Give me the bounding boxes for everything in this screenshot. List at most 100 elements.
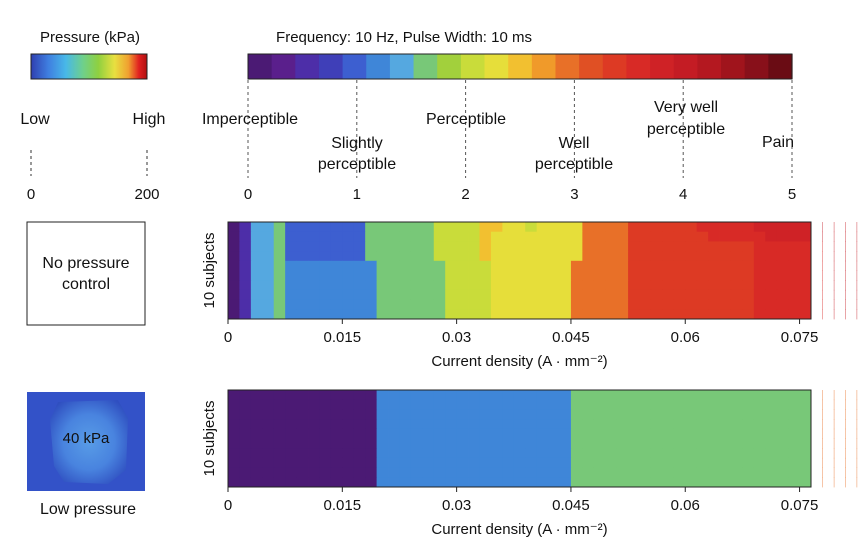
heatmap-cell <box>765 299 778 310</box>
heatmap-cell <box>776 222 789 233</box>
heatmap-cell <box>559 467 572 478</box>
heatmap-cell <box>456 390 469 401</box>
heatmap-cell <box>468 477 480 488</box>
heatmap-cell <box>616 241 629 252</box>
heatmap-cell <box>742 299 755 310</box>
heatmap-cell <box>650 428 663 439</box>
heatmap-cell <box>696 251 709 262</box>
x-tick-label: 0.06 <box>671 497 700 514</box>
heatmap-cell <box>513 390 526 401</box>
heatmap-cell <box>353 299 366 310</box>
heatmap-cell <box>376 409 389 420</box>
pressure-low-label: Low <box>20 111 50 128</box>
heatmap-cell <box>410 280 423 291</box>
heatmap-cell <box>468 419 480 430</box>
heatmap-cell <box>445 399 458 410</box>
heatmap-cell <box>330 222 343 233</box>
heatmap-cell <box>593 399 606 410</box>
heatmap-cell <box>433 467 446 478</box>
heatmap-cell <box>628 438 640 449</box>
heatmap-cell <box>319 309 332 320</box>
heatmap-cell <box>788 260 800 271</box>
heatmap-cell <box>696 231 709 242</box>
heatmap-cell <box>650 222 663 233</box>
heatmap-cell <box>605 438 618 449</box>
heatmap-cell <box>685 222 698 233</box>
heatmap-cell <box>650 231 663 242</box>
heatmap-cell <box>536 419 549 430</box>
heatmap-cell <box>685 419 698 430</box>
heatmap-cell <box>273 270 286 281</box>
heatmap-cell <box>433 399 446 410</box>
heatmap-cell <box>456 448 469 459</box>
heatmap-cell <box>582 457 595 468</box>
heatmap-cell <box>330 399 343 410</box>
heatmap-cell <box>330 419 343 430</box>
heatmap-cell <box>548 289 560 300</box>
heatmap-cell <box>296 457 309 468</box>
heatmap-cell <box>708 409 720 420</box>
heatmap-cell <box>433 409 446 420</box>
heatmap-cell <box>490 260 503 271</box>
heatmap-cell <box>799 231 812 242</box>
heatmap-cell <box>296 409 309 420</box>
heatmap-cell <box>239 390 252 401</box>
heatmap-cell <box>342 477 355 488</box>
heatmap-cell <box>776 251 789 262</box>
heatmap-cell <box>502 399 515 410</box>
x-tick-label: 0.03 <box>442 329 471 346</box>
heatmap-cell <box>685 390 698 401</box>
heatmap-cell <box>616 270 629 281</box>
heatmap-cell <box>742 231 755 242</box>
x-axis-label: Current density (A · mm⁻²) <box>431 353 607 370</box>
heatmap-cell <box>445 390 458 401</box>
heatmap-cell <box>239 448 252 459</box>
heatmap-cell <box>593 390 606 401</box>
heatmap-cell <box>388 448 400 459</box>
heatmap-cell <box>330 231 343 242</box>
heatmap-cell <box>330 438 343 449</box>
heatmap-cell <box>616 467 629 478</box>
heatmap-cell <box>719 222 732 233</box>
heatmap-cell <box>650 399 663 410</box>
heatmap-cell <box>399 289 412 300</box>
heatmap-cell <box>479 289 492 300</box>
heatmap-cell <box>353 477 366 488</box>
heatmap-cell <box>730 289 743 300</box>
heatmap-cell <box>308 477 320 488</box>
heatmap-cell <box>753 399 766 410</box>
heatmap-cell <box>753 409 766 420</box>
heatmap-cell <box>788 477 800 488</box>
heatmap-cell <box>776 428 789 439</box>
heatmap-cell <box>365 270 378 281</box>
heatmap-cell <box>742 289 755 300</box>
heatmap-cell <box>376 428 389 439</box>
heatmap-cell <box>353 390 366 401</box>
heatmap-cell <box>342 399 355 410</box>
heatmap-cell <box>502 428 515 439</box>
heatmap-cell <box>605 457 618 468</box>
heatmap-cell <box>616 260 629 271</box>
heatmap-cell <box>296 419 309 430</box>
heatmap-cell <box>468 409 480 420</box>
heatmap-cell <box>376 299 389 310</box>
heatmap-cell <box>502 280 515 291</box>
perception-colorbar-segment <box>271 54 296 79</box>
scale-tick-label: 1 <box>353 186 361 203</box>
heatmap-cell <box>388 428 400 439</box>
perception-colorbar-segment <box>413 54 438 79</box>
heatmap-cell <box>605 270 618 281</box>
y-axis-label: 10 subjects <box>201 233 218 309</box>
heatmap-cell <box>365 289 378 300</box>
heatmap-cell <box>285 280 297 291</box>
scale-level-label: perceptible <box>318 156 396 173</box>
heatmap-cell <box>296 399 309 410</box>
heatmap-cell <box>673 241 686 252</box>
heatmap-cell <box>765 222 778 233</box>
heatmap-cell <box>388 309 400 320</box>
heatmap-cell <box>719 260 732 271</box>
heatmap-cell <box>559 477 572 488</box>
heatmap-cell <box>228 289 240 300</box>
heatmap-cell <box>559 222 572 233</box>
heatmap-cell <box>388 299 400 310</box>
